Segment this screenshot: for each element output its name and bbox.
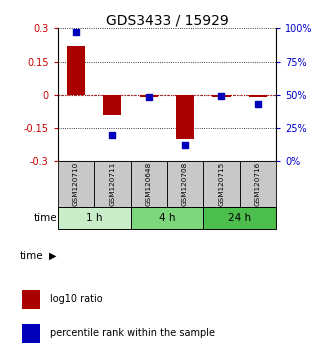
Bar [140, 95, 158, 97]
Bar [58, 207, 131, 229]
Point [219, 93, 224, 99]
Text: GSM120715: GSM120715 [219, 162, 224, 206]
Bar [213, 95, 230, 97]
Text: time: time [19, 251, 43, 261]
Text: GSM120708: GSM120708 [182, 162, 188, 206]
Text: GSM120716: GSM120716 [255, 162, 261, 206]
Bar [58, 161, 94, 207]
Text: log10 ratio: log10 ratio [49, 295, 102, 304]
Text: time: time [34, 213, 58, 223]
Point [255, 101, 260, 107]
Point [146, 95, 151, 100]
Point [183, 142, 188, 148]
Text: 24 h: 24 h [228, 213, 251, 223]
Point [110, 132, 115, 137]
Text: GSM120648: GSM120648 [146, 162, 152, 206]
Bar [203, 161, 240, 207]
Bar [67, 46, 85, 95]
Point [74, 29, 79, 35]
Title: GDS3433 / 15929: GDS3433 / 15929 [106, 13, 228, 27]
Text: GSM120711: GSM120711 [109, 162, 115, 206]
Bar [131, 207, 203, 229]
Bar [240, 161, 276, 207]
Text: 1 h: 1 h [86, 213, 102, 223]
Text: 4 h: 4 h [159, 213, 175, 223]
Bar [167, 161, 203, 207]
Bar [94, 161, 131, 207]
Bar [176, 95, 194, 139]
Bar [103, 95, 121, 115]
Bar [249, 95, 267, 97]
Bar [22, 290, 40, 309]
Text: percentile rank within the sample: percentile rank within the sample [49, 329, 214, 338]
Text: GSM120710: GSM120710 [73, 162, 79, 206]
Text: ▶: ▶ [49, 251, 56, 261]
Bar [131, 161, 167, 207]
Bar [203, 207, 276, 229]
Bar [22, 324, 40, 343]
